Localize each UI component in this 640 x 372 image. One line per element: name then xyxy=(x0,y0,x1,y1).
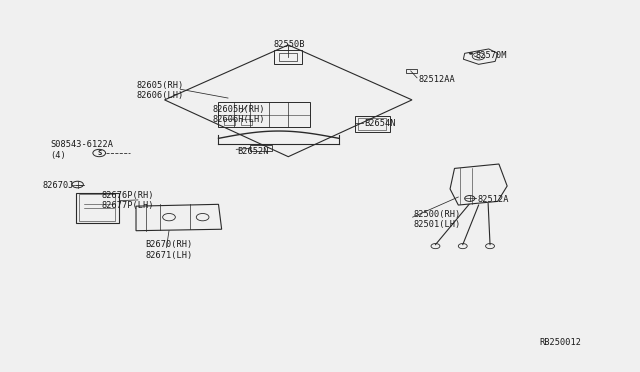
Bar xyxy=(218,102,310,127)
Text: 82670J: 82670J xyxy=(42,181,74,190)
Text: 82605(RH)
82606(LH): 82605(RH) 82606(LH) xyxy=(136,81,183,100)
Bar xyxy=(358,118,386,130)
Bar xyxy=(355,116,390,132)
Text: S: S xyxy=(97,150,101,156)
Bar xyxy=(241,119,252,125)
Text: S08543-6122A
(4): S08543-6122A (4) xyxy=(51,140,113,160)
Bar xyxy=(223,119,235,125)
Text: B2652N: B2652N xyxy=(237,147,269,156)
Bar xyxy=(79,195,115,221)
Text: 82500(RH)
82501(LH): 82500(RH) 82501(LH) xyxy=(414,210,461,230)
Text: 82676P(RH)
82677P(LH): 82676P(RH) 82677P(LH) xyxy=(101,191,154,210)
Text: B2654N: B2654N xyxy=(364,119,396,128)
Bar xyxy=(76,193,119,223)
Text: 82512AA: 82512AA xyxy=(419,75,455,84)
Bar xyxy=(280,53,297,61)
Text: B2670(RH)
82671(LH): B2670(RH) 82671(LH) xyxy=(145,240,193,260)
Bar xyxy=(406,69,417,73)
Circle shape xyxy=(469,52,473,54)
Text: RB250012: RB250012 xyxy=(539,339,581,347)
Text: 82570M: 82570M xyxy=(476,51,507,60)
Bar xyxy=(275,51,302,64)
Bar xyxy=(250,145,273,151)
Text: 82550B: 82550B xyxy=(274,41,305,49)
Text: 82605H(RH)
82606H(LH): 82605H(RH) 82606H(LH) xyxy=(212,105,265,124)
Text: 82512A: 82512A xyxy=(477,195,509,205)
